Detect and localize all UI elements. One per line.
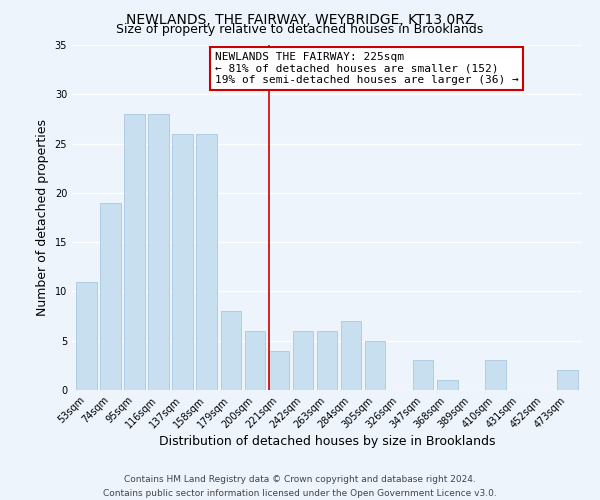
- Bar: [293, 331, 313, 390]
- Bar: [172, 134, 193, 390]
- Bar: [341, 321, 361, 390]
- Bar: [413, 360, 433, 390]
- Bar: [148, 114, 169, 390]
- Bar: [557, 370, 578, 390]
- Bar: [100, 202, 121, 390]
- Text: NEWLANDS, THE FAIRWAY, WEYBRIDGE, KT13 0RZ: NEWLANDS, THE FAIRWAY, WEYBRIDGE, KT13 0…: [126, 12, 474, 26]
- Y-axis label: Number of detached properties: Number of detached properties: [36, 119, 49, 316]
- Bar: [196, 134, 217, 390]
- Text: NEWLANDS THE FAIRWAY: 225sqm
← 81% of detached houses are smaller (152)
19% of s: NEWLANDS THE FAIRWAY: 225sqm ← 81% of de…: [215, 52, 518, 85]
- Text: Size of property relative to detached houses in Brooklands: Size of property relative to detached ho…: [116, 22, 484, 36]
- Bar: [221, 311, 241, 390]
- Text: Contains HM Land Registry data © Crown copyright and database right 2024.
Contai: Contains HM Land Registry data © Crown c…: [103, 476, 497, 498]
- Bar: [124, 114, 145, 390]
- Bar: [437, 380, 458, 390]
- Bar: [317, 331, 337, 390]
- Bar: [485, 360, 506, 390]
- X-axis label: Distribution of detached houses by size in Brooklands: Distribution of detached houses by size …: [159, 436, 495, 448]
- Bar: [245, 331, 265, 390]
- Bar: [365, 340, 385, 390]
- Bar: [76, 282, 97, 390]
- Bar: [269, 350, 289, 390]
